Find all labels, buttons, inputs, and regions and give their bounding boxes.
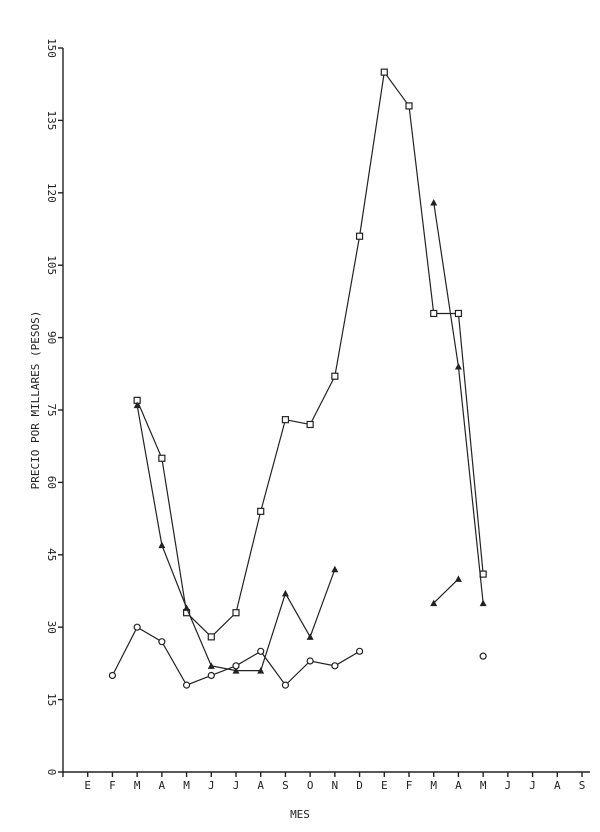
- point: [281, 681, 290, 689]
- x-tick-label: E: [381, 779, 388, 792]
- point: [207, 671, 215, 680]
- x-tick-label: F: [406, 779, 413, 792]
- point: [257, 647, 265, 655]
- point: [306, 657, 314, 665]
- point: [158, 541, 166, 549]
- x-tick-label: O: [307, 779, 314, 792]
- series-line: [433, 202, 484, 604]
- point: [430, 599, 438, 607]
- point: [306, 633, 314, 640]
- x-tick-label: D: [356, 779, 363, 792]
- point: [207, 662, 215, 669]
- series-line: [136, 405, 459, 672]
- series-line: [136, 70, 484, 638]
- point: [355, 232, 364, 240]
- x-tick-label: J: [233, 779, 240, 792]
- x-tick-label: A: [554, 779, 561, 792]
- y-tick-label: 45: [45, 548, 58, 561]
- x-tick-label: M: [430, 779, 437, 792]
- point: [479, 599, 487, 607]
- x-tick-label: J: [505, 779, 512, 792]
- point: [158, 454, 166, 462]
- point: [232, 609, 240, 617]
- x-tick-label: S: [282, 779, 289, 792]
- point: [281, 416, 290, 424]
- point: [306, 420, 314, 429]
- y-tick-label: 15: [45, 693, 58, 706]
- point: [158, 638, 166, 646]
- point: [454, 309, 463, 318]
- x-tick-label: A: [455, 779, 462, 792]
- x-tick-label: E: [84, 779, 91, 792]
- x-tick-label: M: [183, 779, 190, 792]
- point: [405, 102, 413, 110]
- x-tick-label: N: [332, 779, 339, 792]
- point: [232, 662, 240, 670]
- point: [430, 309, 438, 318]
- point: [331, 565, 339, 573]
- point: [182, 681, 191, 689]
- y-tick-label: 120: [45, 183, 58, 203]
- y-tick-label: 0: [45, 769, 58, 776]
- x-axis-title: MES: [290, 808, 310, 821]
- point: [281, 589, 289, 597]
- point: [108, 671, 117, 680]
- y-tick-label: 60: [45, 476, 58, 489]
- y-tick-label: 30: [45, 621, 58, 634]
- y-tick-label: 75: [45, 403, 58, 416]
- point: [380, 68, 388, 76]
- x-tick-label: A: [159, 779, 166, 792]
- point: [257, 667, 265, 674]
- y-tick-label: 135: [45, 110, 58, 130]
- point: [479, 652, 487, 660]
- point: [133, 401, 141, 409]
- x-tick-label: S: [579, 779, 586, 792]
- point: [355, 647, 364, 655]
- point: [331, 372, 339, 380]
- point: [454, 363, 462, 370]
- x-tick-label: A: [257, 779, 264, 792]
- y-tick-label: 150: [45, 38, 58, 58]
- x-tick-label: M: [134, 779, 141, 792]
- point: [430, 198, 438, 206]
- y-tick-label: 105: [45, 255, 58, 275]
- x-tick-label: J: [529, 779, 536, 792]
- point: [133, 623, 141, 631]
- point: [479, 570, 487, 578]
- point: [183, 604, 191, 611]
- x-tick-label: J: [208, 779, 215, 792]
- point: [331, 662, 339, 670]
- series-line: [112, 627, 483, 685]
- x-tick-label: F: [109, 779, 116, 792]
- point: [257, 507, 265, 515]
- y-tick-label: 90: [45, 331, 58, 344]
- point: [232, 667, 240, 674]
- y-axis-title: PRECIO POR MILLARES (PESOS): [29, 311, 42, 490]
- point: [454, 575, 462, 582]
- point: [207, 633, 215, 641]
- x-tick-label: M: [480, 779, 487, 792]
